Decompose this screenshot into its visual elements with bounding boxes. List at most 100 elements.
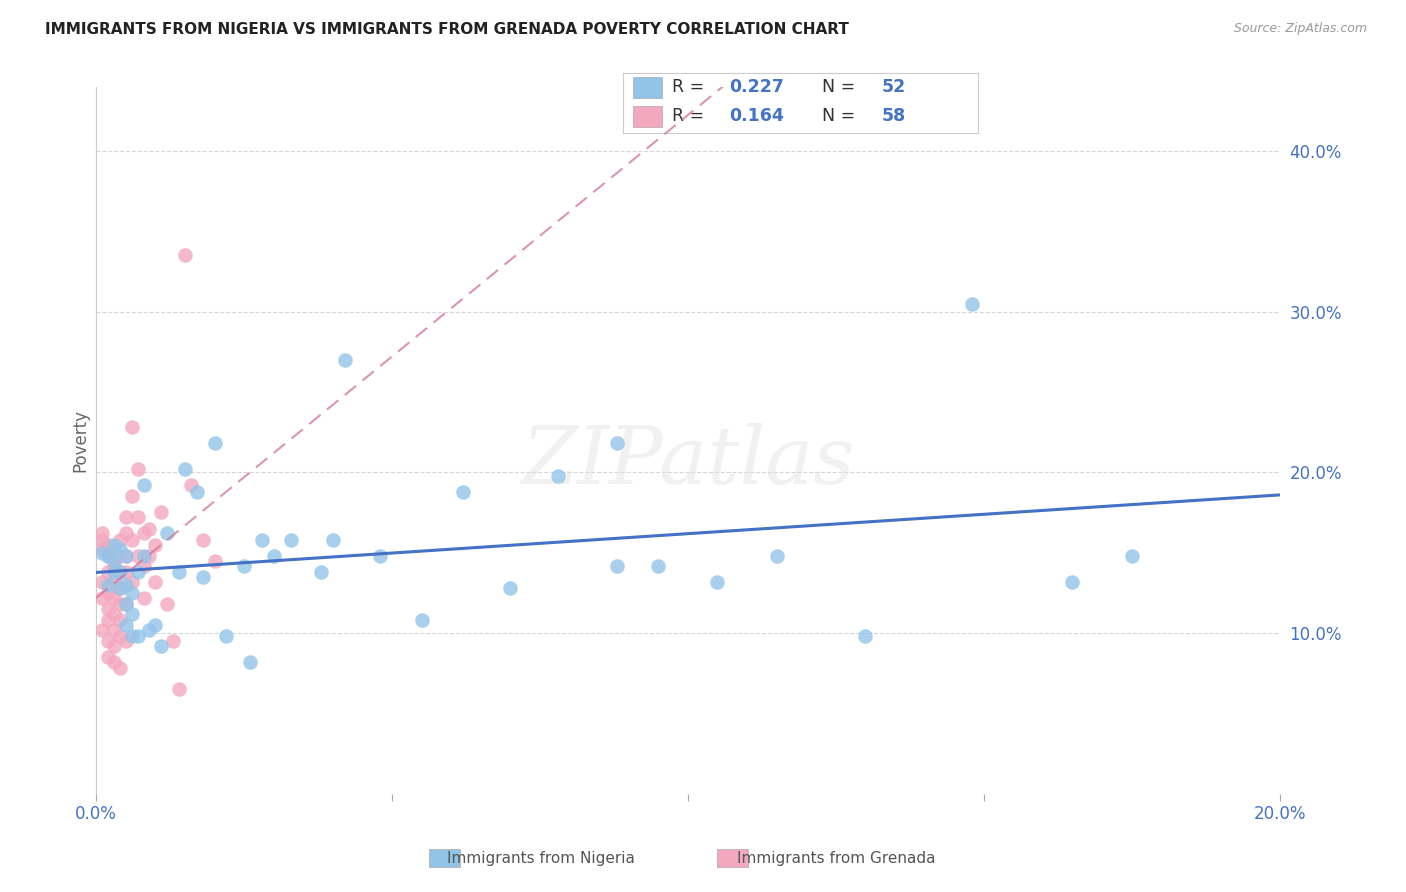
Text: Source: ZipAtlas.com: Source: ZipAtlas.com <box>1233 22 1367 36</box>
Point <box>1121 549 1143 563</box>
Text: IMMIGRANTS FROM NIGERIA VS IMMIGRANTS FROM GRENADA POVERTY CORRELATION CHART: IMMIGRANTS FROM NIGERIA VS IMMIGRANTS FR… <box>45 22 849 37</box>
Point <box>322 533 344 547</box>
Point <box>97 586 120 600</box>
Point <box>108 565 131 579</box>
Point <box>97 634 120 648</box>
Point <box>174 462 197 476</box>
Point <box>499 581 522 595</box>
Point <box>191 533 214 547</box>
Point <box>127 510 149 524</box>
Point <box>143 574 166 589</box>
Point <box>91 574 114 589</box>
Point <box>167 565 190 579</box>
Point <box>108 597 131 611</box>
Point <box>103 655 125 669</box>
Point <box>451 484 474 499</box>
Point <box>121 533 143 547</box>
Y-axis label: Poverty: Poverty <box>72 409 89 472</box>
Point <box>121 574 143 589</box>
Point <box>108 661 131 675</box>
Point <box>108 581 131 595</box>
Point <box>108 542 131 557</box>
Point <box>280 533 302 547</box>
Point <box>706 574 728 589</box>
Point <box>180 478 202 492</box>
Point <box>103 591 125 605</box>
Point <box>121 629 143 643</box>
Point <box>114 618 136 632</box>
Point <box>309 565 332 579</box>
Point <box>97 549 120 563</box>
Text: Immigrants from Nigeria: Immigrants from Nigeria <box>447 851 636 865</box>
Point <box>606 436 628 450</box>
Point <box>97 613 120 627</box>
Point <box>239 655 262 669</box>
Point <box>103 554 125 568</box>
Point <box>233 558 256 573</box>
Point <box>186 484 208 499</box>
Point <box>127 462 149 476</box>
Point <box>97 602 120 616</box>
Point <box>174 248 197 262</box>
Point <box>960 296 983 310</box>
Point <box>91 533 114 547</box>
Point <box>127 549 149 563</box>
Point <box>103 574 125 589</box>
Point <box>108 549 131 563</box>
Point <box>547 468 569 483</box>
Point <box>132 558 155 573</box>
Point <box>114 597 136 611</box>
Point <box>108 581 131 595</box>
Point <box>127 565 149 579</box>
Point <box>156 526 179 541</box>
Point <box>97 538 120 552</box>
Point <box>97 578 120 592</box>
Point <box>114 578 136 592</box>
Point <box>91 591 114 605</box>
Point <box>204 554 226 568</box>
Point <box>156 597 179 611</box>
Point <box>103 546 125 560</box>
Point <box>121 586 143 600</box>
Point <box>114 526 136 541</box>
Point <box>215 629 238 643</box>
Point <box>91 542 114 557</box>
Point <box>1062 574 1084 589</box>
Point <box>191 570 214 584</box>
Point <box>167 682 190 697</box>
Point <box>114 634 136 648</box>
Point <box>765 549 787 563</box>
Point <box>103 565 125 579</box>
Point <box>263 549 285 563</box>
Point <box>108 565 131 579</box>
Point <box>411 613 433 627</box>
Point <box>647 558 669 573</box>
Point <box>97 565 120 579</box>
Point <box>150 639 173 653</box>
Text: ZIPatlas: ZIPatlas <box>522 423 855 500</box>
Point <box>114 565 136 579</box>
Point <box>127 629 149 643</box>
Point <box>606 558 628 573</box>
Point <box>97 549 120 563</box>
Point <box>121 490 143 504</box>
Point <box>143 538 166 552</box>
Point <box>138 549 160 563</box>
Point <box>162 634 184 648</box>
Point <box>143 618 166 632</box>
Point <box>132 526 155 541</box>
Point <box>204 436 226 450</box>
Point <box>250 533 273 547</box>
Point <box>114 510 136 524</box>
Point <box>103 607 125 621</box>
Point <box>132 591 155 605</box>
Point <box>91 623 114 637</box>
Point <box>853 629 876 643</box>
Point <box>103 558 125 573</box>
Point <box>108 629 131 643</box>
Point <box>108 533 131 547</box>
Point <box>138 623 160 637</box>
Point <box>368 549 391 563</box>
Point <box>114 549 136 563</box>
Point <box>333 352 356 367</box>
